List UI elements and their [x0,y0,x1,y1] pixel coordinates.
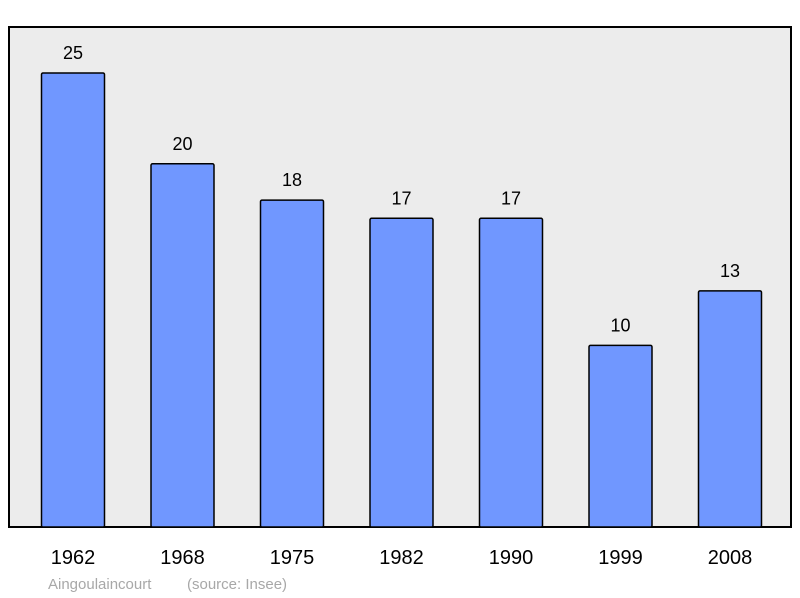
x-tick-1990: 1990 [489,547,534,569]
bars-group [40,72,763,528]
data-label-1990: 17 [501,188,521,208]
x-tick-1968: 1968 [160,547,205,569]
x-tick-1975: 1975 [270,547,315,569]
x-tick-1962: 1962 [51,547,96,569]
bar-1975 [259,199,325,528]
data-label-2008: 13 [720,261,740,281]
caption-place: Aingoulaincourt [48,576,152,593]
x-tick-2008: 2008 [708,547,753,569]
bar-2008 [697,290,763,528]
bar-1962 [40,72,106,528]
x-tick-labels-group: 1962 1968 1975 1982 1990 1999 2008 [51,547,753,569]
bar-1982 [369,217,434,528]
data-label-1982: 17 [391,188,411,208]
bar-1999 [588,344,653,528]
x-tick-1982: 1982 [379,547,424,569]
data-label-1975: 18 [282,170,302,190]
caption-source: (source: Insee) [187,576,287,593]
data-label-1999: 10 [610,315,630,335]
bar-1990 [478,217,544,528]
data-label-1968: 20 [172,134,192,154]
data-label-1962: 25 [63,43,83,63]
bar-1968 [150,163,215,528]
data-labels-group: 25 20 18 17 17 10 13 [63,43,740,335]
x-tick-1999: 1999 [598,547,643,569]
